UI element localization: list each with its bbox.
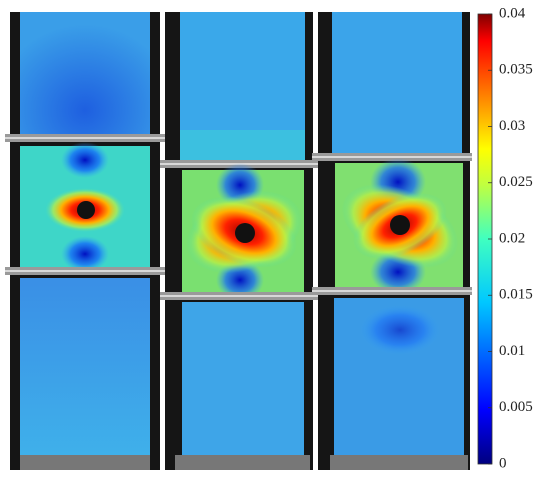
colorbar-tick-label: 0.01 <box>499 343 525 359</box>
colorbar-tick-label: 0.03 <box>499 118 525 134</box>
colorbar-tick-label: 0.015 <box>499 287 533 303</box>
colorbar-tick-label: 0.04 <box>499 5 526 21</box>
colorbar-tick-label: 0 <box>499 455 507 471</box>
colorbar-tick-label: 0.02 <box>499 230 525 246</box>
colorbar-tick-label: 0.035 <box>499 62 533 78</box>
colorbar-tick-label: 0.005 <box>499 399 533 415</box>
specimen-3 <box>312 12 472 470</box>
colorbar-tick-label: 0.025 <box>499 174 533 190</box>
specimen-2 <box>160 12 320 470</box>
specimen-1 <box>5 12 165 470</box>
colorbar-ticks: 0 0.005 0.01 0.015 0.02 0.025 0.03 0.035 0.04 <box>488 5 533 471</box>
